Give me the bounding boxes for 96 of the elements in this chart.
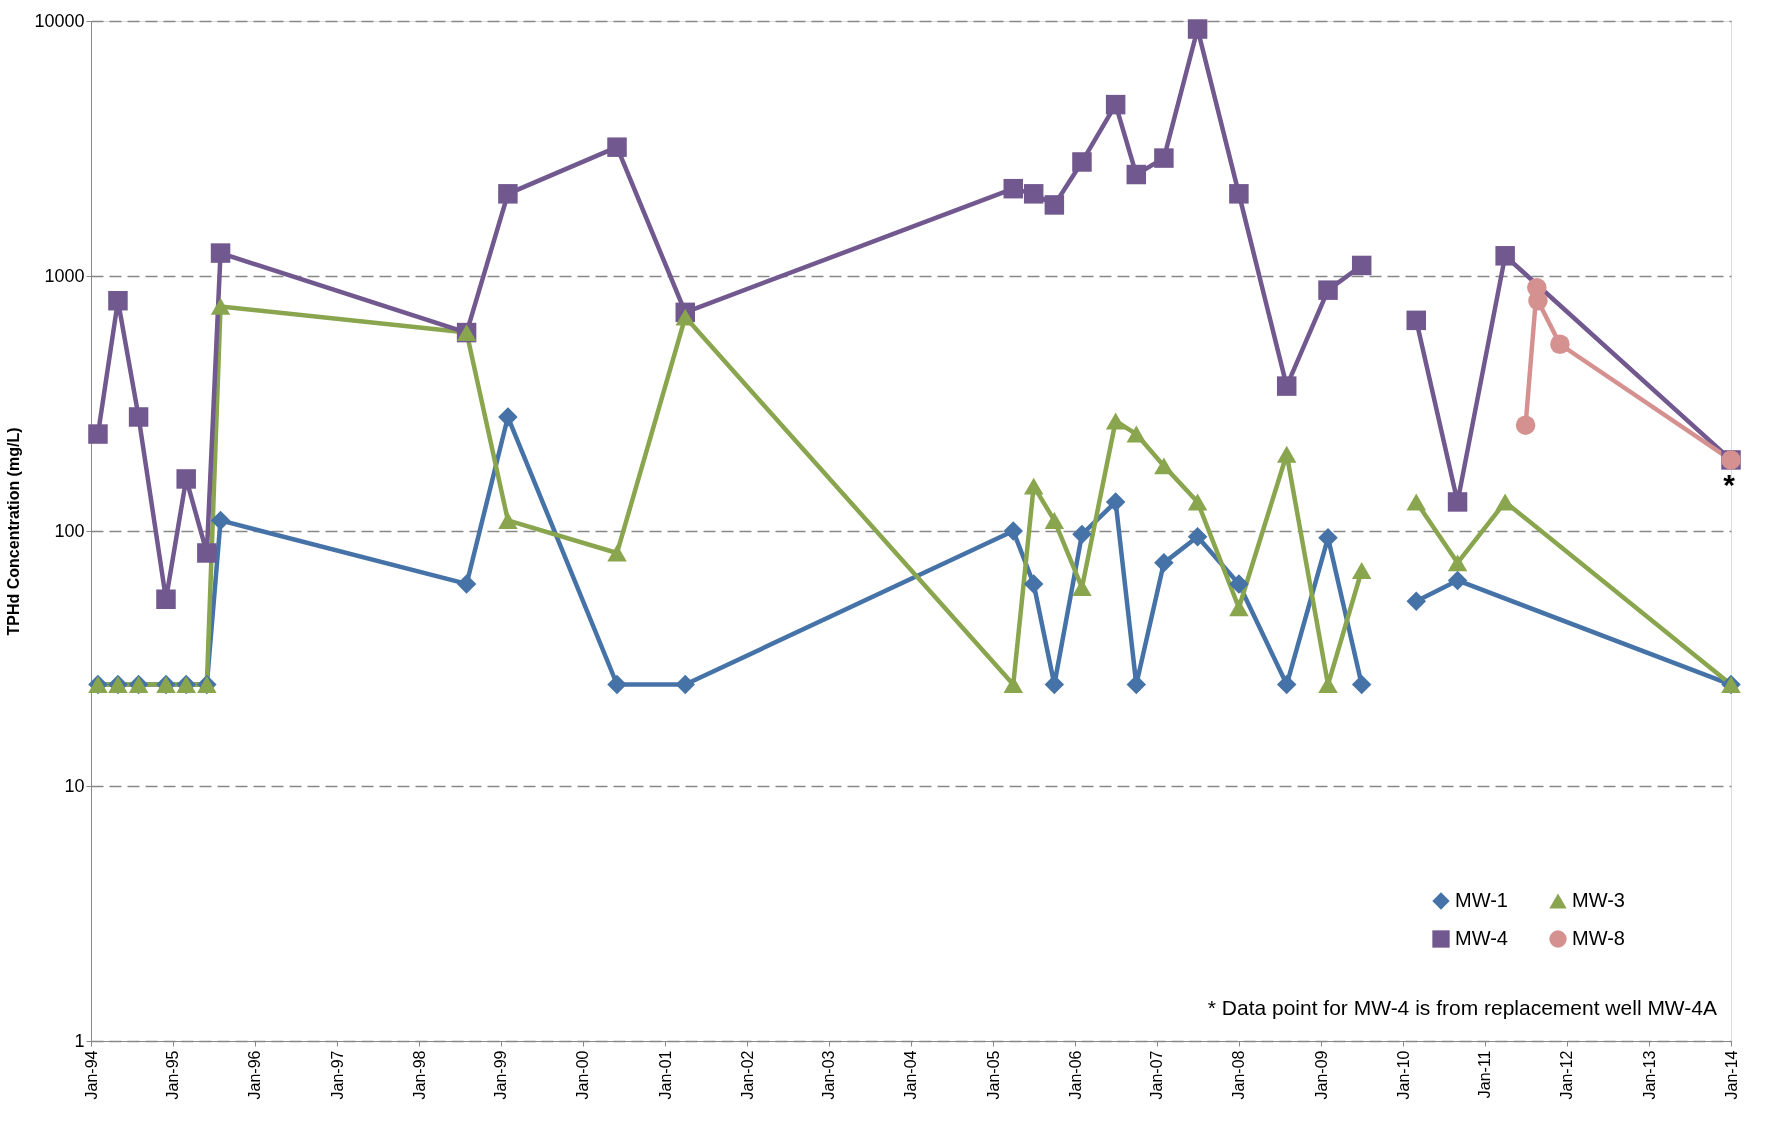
x-tick-label: Jan-98 [410,1050,428,1100]
point [88,424,108,444]
point [675,674,696,695]
x-tick-label: Jan-09 [1312,1050,1330,1100]
point [1072,579,1092,597]
annotation: * Data point for MW-4 is from replacement well MW-4A [1207,996,1717,1019]
point [108,290,128,311]
x-tick-label: Jan-02 [738,1050,756,1100]
y-axis-title: TPHd Concentration (mg/L) [5,427,23,636]
x-tick-label: Jan-11 [1476,1050,1494,1099]
point [1072,152,1092,172]
point [1276,376,1297,396]
point [1154,457,1174,475]
point [1351,562,1372,579]
point [1023,477,1044,495]
x-tick-label: Jan-00 [574,1050,592,1100]
x-tick-label: Jan-13 [1640,1050,1658,1100]
point [1276,445,1297,463]
point [1351,255,1372,276]
point [498,184,518,204]
x-tick-label: Jan-06 [1066,1050,1084,1100]
point [1003,676,1024,693]
point [1550,334,1570,354]
point [1351,674,1372,695]
y-tick-label: 10 [64,775,85,796]
point [607,137,627,157]
point [1126,425,1147,443]
point [1276,674,1297,695]
x-tick-label: Jan-07 [1148,1050,1166,1100]
point [1105,94,1126,115]
point [156,589,176,609]
point [1229,184,1249,204]
point [128,407,149,427]
point [1447,570,1468,591]
y-tick-label: 1 [74,1030,85,1051]
point [1187,19,1208,39]
point [1495,246,1515,266]
point [675,308,696,326]
point [1154,553,1174,573]
point [1229,599,1249,617]
legend-label: MW-8 [1572,927,1625,949]
point [1406,591,1426,612]
point [210,297,231,315]
point [1003,178,1024,199]
x-tick-label: Jan-99 [492,1050,510,1100]
point [1126,674,1147,695]
x-tick-label: Jan-10 [1394,1050,1412,1100]
point [1044,512,1065,529]
point [1187,493,1208,511]
point [1495,493,1515,511]
point [1406,493,1426,511]
legend-label: MW-3 [1572,889,1625,911]
point [607,674,627,695]
x-tick-label: Jan-04 [902,1050,920,1100]
point [1447,554,1468,572]
point [1003,521,1024,541]
x-tick-label: Jan-94 [82,1050,100,1100]
point [210,243,231,263]
point [1126,164,1147,185]
point [210,510,231,531]
point [1105,492,1126,512]
point [1318,528,1338,548]
y-tick-label: 1000 [44,265,85,286]
x-tick-label: Jan-03 [820,1050,838,1100]
point [1229,574,1249,594]
point [1447,492,1468,512]
x-tick-label: Jan-12 [1558,1050,1576,1100]
x-tick-label: Jan-01 [656,1050,674,1100]
y-tick-label: 10000 [34,10,85,31]
x-tick-label: Jan-05 [984,1050,1002,1100]
legend-label: MW-1 [1455,889,1508,911]
point [1105,412,1126,430]
x-tick-label: Jan-97 [328,1050,346,1100]
point [1406,310,1426,331]
x-tick-label: Jan-95 [164,1050,182,1100]
point [607,544,627,562]
point [1154,148,1174,168]
point [498,512,518,529]
x-tick-label: Jan-14 [1722,1050,1740,1100]
point [1072,524,1092,545]
point [498,407,518,427]
point [1044,195,1065,215]
y-tick-label: 100 [54,520,85,541]
point [197,543,217,563]
point [456,574,477,594]
x-tick-label: Jan-96 [246,1050,264,1100]
annotation: * [1723,467,1736,501]
point [1528,290,1548,311]
point [1187,526,1208,547]
x-tick-label: Jan-08 [1230,1050,1248,1100]
point [1023,574,1044,594]
point [176,469,196,489]
point [1515,415,1536,435]
point [1318,280,1338,300]
legend-label: MW-4 [1455,927,1508,949]
point [1023,184,1044,204]
